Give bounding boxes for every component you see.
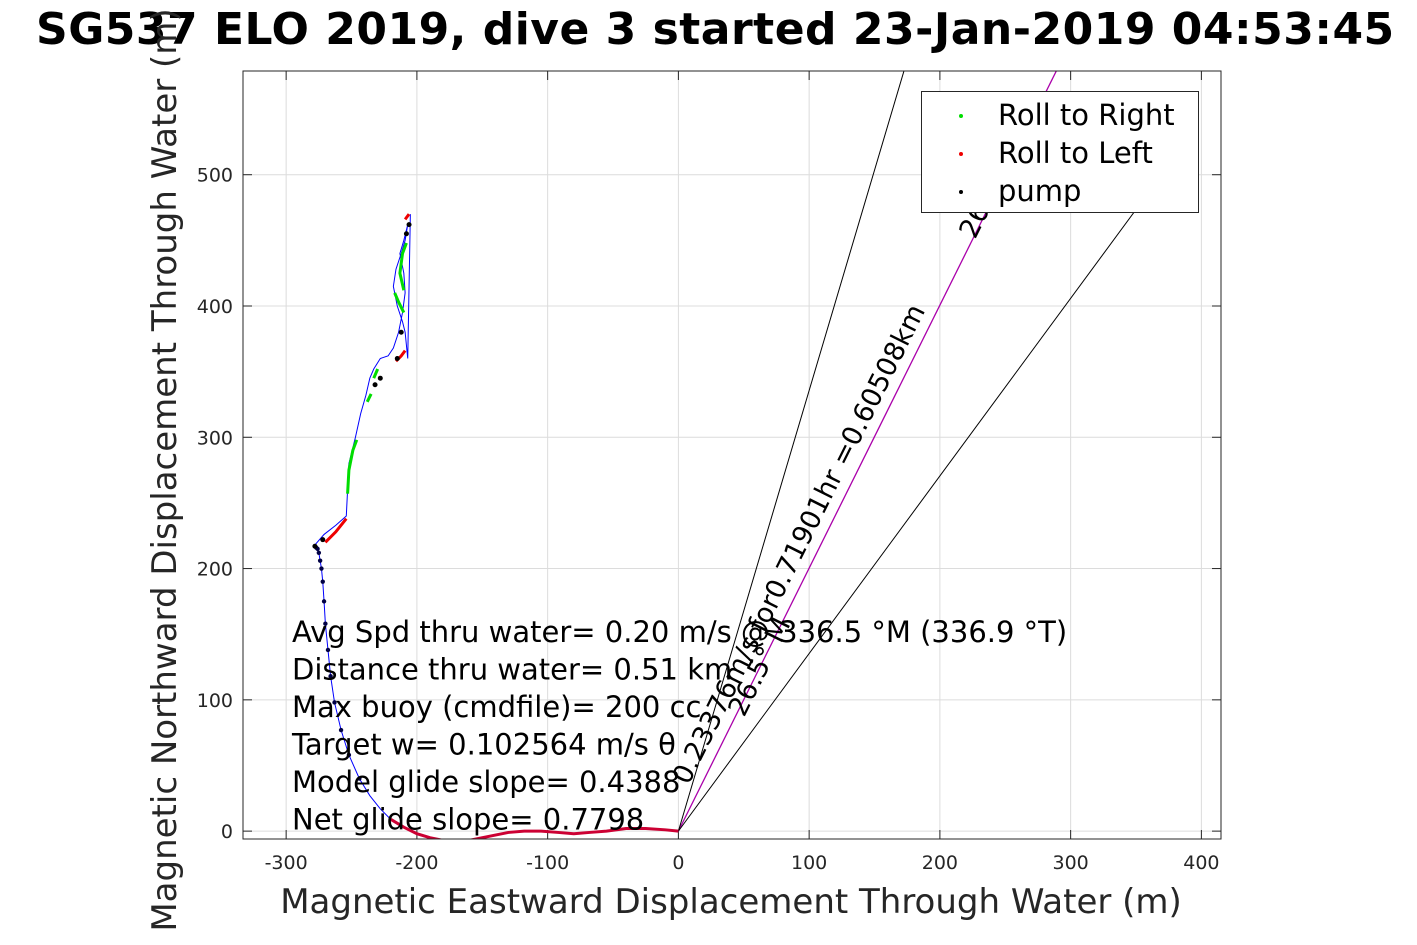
plot-frame [242, 70, 1222, 840]
pump-point [328, 674, 333, 679]
pump-point [325, 647, 331, 653]
legend-marker-pump [959, 190, 963, 194]
legend: Roll to Right Roll to Left pump [921, 91, 1199, 213]
x-tick-label: 400 [1183, 852, 1219, 874]
pump-marker [312, 543, 318, 549]
legend-label-roll-left: Roll to Left [998, 136, 1153, 170]
stats-line: Avg Spd thru water= 0.20 m/s @ 336.5 °M … [292, 615, 1067, 649]
x-tick-label: -300 [265, 852, 308, 874]
pump-point [357, 776, 362, 781]
y-tick-label: 300 [197, 427, 233, 449]
x-tick-label: -100 [526, 852, 569, 874]
legend-item-roll-left: Roll to Left [922, 135, 1198, 173]
legend-marker-roll-left [959, 152, 963, 156]
roll-right-segment [346, 439, 359, 494]
pump-marker [372, 382, 378, 388]
y-tick-label: 0 [221, 821, 233, 843]
pump-marker [377, 375, 383, 381]
pump-point [317, 558, 323, 563]
pump-marker [398, 329, 404, 335]
chart-title: SG537 ELO 2019, dive 3 started 23-Jan-20… [36, 4, 1395, 55]
pump-point [338, 727, 344, 733]
axes: -300 -200 -100 0 100 200 300 400 0 100 200 300 400 50… [197, 71, 1221, 874]
x-tick-label: 200 [922, 852, 958, 874]
x-tick-label: 300 [1053, 852, 1089, 874]
pump-point [323, 621, 328, 626]
y-tick-label: 200 [197, 559, 233, 581]
x-tick-label: 100 [791, 852, 827, 874]
pump-marker [320, 537, 326, 543]
roll-right-segment [398, 242, 408, 291]
y-axis-label: Magnetic Northward Displacement Through … [145, 8, 185, 931]
stats-line: Max buoy (cmdfile)= 200 cc [292, 690, 701, 724]
pump-point [320, 579, 325, 584]
pump-point [321, 599, 327, 604]
stats-line: Target w= 0.102564 m/s θ [291, 728, 676, 762]
roll-right-segment [393, 292, 406, 314]
x-tick-label: 0 [672, 852, 684, 874]
legend-label-pump: pump [998, 174, 1082, 208]
stats-line: Net glide slope= 0.7798 [292, 803, 644, 837]
roll-right-segment [372, 368, 380, 379]
stats-line: Model glide slope= 0.4388 [292, 765, 680, 799]
legend-item-pump: pump [922, 173, 1198, 211]
roll-right-segment [365, 393, 373, 403]
heading-bound-line [677, 191, 1150, 832]
legend-label-roll-right: Roll to Right [998, 98, 1175, 132]
legend-item-roll-right: Roll to Right [922, 97, 1198, 135]
stats-line: Distance thru water= 0.51 km [292, 653, 732, 687]
roll-left-segment [324, 517, 348, 544]
stats-annotations: Avg Spd thru water= 0.20 m/s @ 336.5 °M … [291, 615, 1067, 837]
heading-bound-line [677, 71, 905, 832]
pump-marker [394, 356, 400, 362]
y-tick-label: 100 [197, 690, 233, 712]
pump-marker [406, 222, 412, 228]
pump-marker [403, 231, 409, 237]
pump-point [346, 752, 352, 758]
pump-point [332, 700, 337, 705]
pump-point [319, 566, 324, 571]
x-axis-label: Magnetic Eastward Displacement Through W… [280, 882, 1182, 922]
y-tick-label: 500 [197, 165, 233, 187]
roll-left-segment [403, 213, 411, 221]
pump-point [316, 550, 322, 556]
legend-marker-roll-right [959, 114, 963, 118]
y-tick-label: 400 [197, 296, 233, 318]
roll-left-bottom-line [389, 818, 679, 839]
x-tick-label: -200 [395, 852, 438, 874]
